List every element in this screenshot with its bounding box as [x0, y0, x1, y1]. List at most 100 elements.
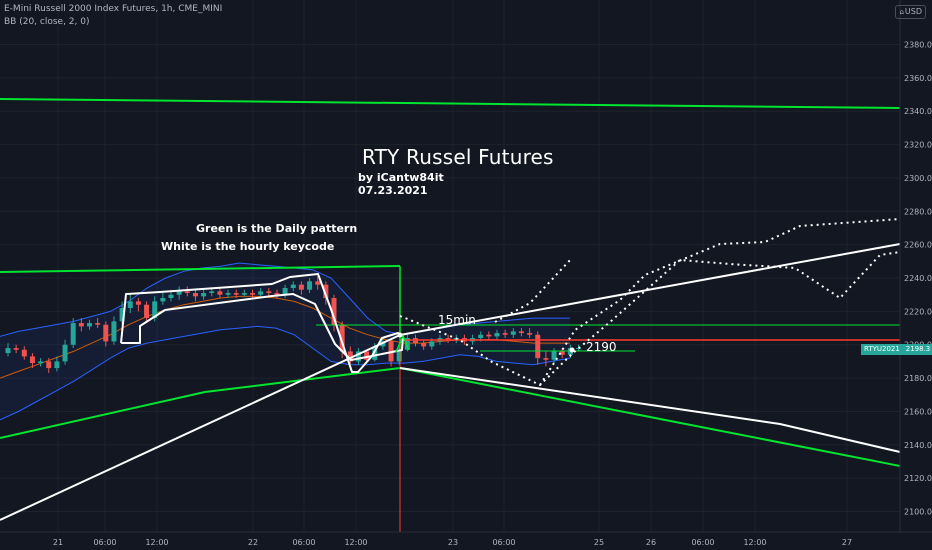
y-tick-label: 2300.0	[904, 174, 932, 183]
candle-body	[152, 301, 158, 319]
candle-body	[21, 349, 27, 357]
drawing-overlays	[0, 98, 901, 532]
hourly-pattern-note[interactable]: White is the hourly keycode	[161, 240, 335, 253]
date-annotation[interactable]: 07.23.2021	[358, 184, 428, 197]
x-tick-label: 12:00	[344, 538, 367, 547]
bb-fill	[0, 263, 570, 420]
candle-body	[119, 308, 125, 322]
candle-body	[135, 301, 141, 305]
y-tick-label: 2220.0	[904, 307, 932, 316]
candle-body	[5, 348, 11, 354]
candle-body	[307, 281, 313, 290]
candle-body	[478, 334, 484, 339]
candle-body	[355, 351, 361, 362]
currency-selector[interactable]: ⌂USD	[895, 5, 926, 19]
time-axis[interactable]: 21 06:00 12:00 22 06:00 12:00 23 06:00 25 26 06:00…	[0, 531, 932, 547]
anchor-point	[569, 347, 575, 353]
x-tick-label: 25	[594, 538, 604, 547]
last-price-tag: 2198.3	[904, 344, 932, 355]
x-tick-label: 06:00	[492, 538, 515, 547]
candle-body	[347, 351, 353, 362]
x-tick-label: 23	[448, 538, 458, 547]
fifteen-min-note[interactable]: 15min	[438, 313, 476, 327]
candle-body	[486, 334, 492, 337]
candle-body	[46, 361, 52, 369]
author-annotation[interactable]: by iCantw84it	[358, 171, 444, 184]
candle-body	[54, 361, 60, 369]
chart-title-annotation[interactable]: RTY Russel Futures	[362, 145, 554, 169]
candle-body	[111, 321, 117, 342]
y-tick-label: 2280.0	[904, 207, 932, 216]
candle-body	[70, 323, 76, 345]
y-tick-label: 2120.0	[904, 474, 932, 483]
candle-body	[298, 284, 304, 290]
candle-body	[176, 291, 182, 295]
candle-body	[78, 323, 84, 327]
candle-body	[290, 284, 296, 289]
x-tick-label: 06:00	[93, 538, 116, 547]
x-tick-label: 12:00	[743, 538, 766, 547]
candle-body	[217, 291, 223, 295]
symbol-price-tag: RTYU2021	[861, 344, 907, 355]
candle-body	[250, 293, 255, 295]
hourly-upper-trendline	[399, 243, 901, 336]
price-axis[interactable]: 2380.0 2360.0 2340.0 2320.0 2300.0 2280.0 2260…	[899, 0, 932, 550]
candle-body	[184, 291, 190, 294]
x-tick-label: 26	[646, 538, 656, 547]
candle-body	[429, 341, 435, 347]
candle-body	[29, 356, 35, 364]
daily-lower-line	[0, 366, 901, 467]
y-tick-label: 2180.0	[904, 374, 932, 383]
candle-body	[576, 348, 581, 350]
candle-body	[396, 349, 402, 362]
candle-body	[233, 293, 239, 295]
candle-body	[543, 358, 549, 360]
projection-path-upper	[539, 218, 901, 386]
candle-body	[339, 324, 345, 352]
y-tick-label: 2380.0	[904, 41, 932, 50]
y-tick-label: 2100.0	[904, 508, 932, 517]
price-level-note[interactable]: 2190	[586, 340, 617, 354]
candle-body	[551, 351, 557, 360]
candle-body	[445, 338, 451, 340]
candle-body	[87, 323, 92, 327]
symbol-legend[interactable]: E-Mini Russell 2000 Index Futures, 1h, C…	[4, 4, 223, 14]
candle-body	[95, 323, 101, 325]
y-tick-label: 2360.0	[904, 74, 932, 83]
candle-body	[38, 361, 44, 364]
y-tick-label: 2320.0	[904, 141, 932, 150]
candle-body	[103, 324, 109, 342]
x-tick-label: 27	[842, 538, 852, 547]
daily-pattern-note[interactable]: Green is the Daily pattern	[196, 222, 358, 235]
projection-path-branch	[494, 257, 573, 323]
candle-body	[315, 281, 321, 285]
indicator-legend[interactable]: BB (20, close, 2, 0)	[4, 17, 90, 27]
chart-grid	[0, 0, 900, 532]
arrow-up-icon	[395, 334, 410, 353]
anchor-point	[397, 332, 403, 338]
bb-lower-line	[0, 325, 571, 421]
candle-body	[527, 333, 533, 335]
candle-body	[127, 301, 133, 309]
candle-body	[502, 333, 508, 335]
candle-body	[331, 298, 337, 325]
candle-body	[510, 331, 516, 335]
candle-body	[323, 284, 329, 299]
lock-icon: ⌂	[899, 8, 904, 16]
candle-body	[160, 298, 166, 302]
candle-body	[274, 293, 280, 295]
y-tick-label: 2240.0	[904, 274, 932, 283]
candle-body	[494, 333, 500, 337]
price-axis-bg	[900, 0, 932, 550]
candle-body	[559, 351, 565, 355]
candle-body	[144, 304, 150, 319]
x-tick-label: 06:00	[691, 538, 714, 547]
y-tick-label: 2260.0	[904, 241, 932, 250]
x-tick-label: 22	[248, 538, 258, 547]
candle-body	[225, 293, 231, 295]
y-tick-label: 2160.0	[904, 407, 932, 416]
y-tick-label: 2140.0	[904, 441, 932, 450]
candle-body	[62, 344, 68, 362]
candle-body	[404, 338, 410, 350]
